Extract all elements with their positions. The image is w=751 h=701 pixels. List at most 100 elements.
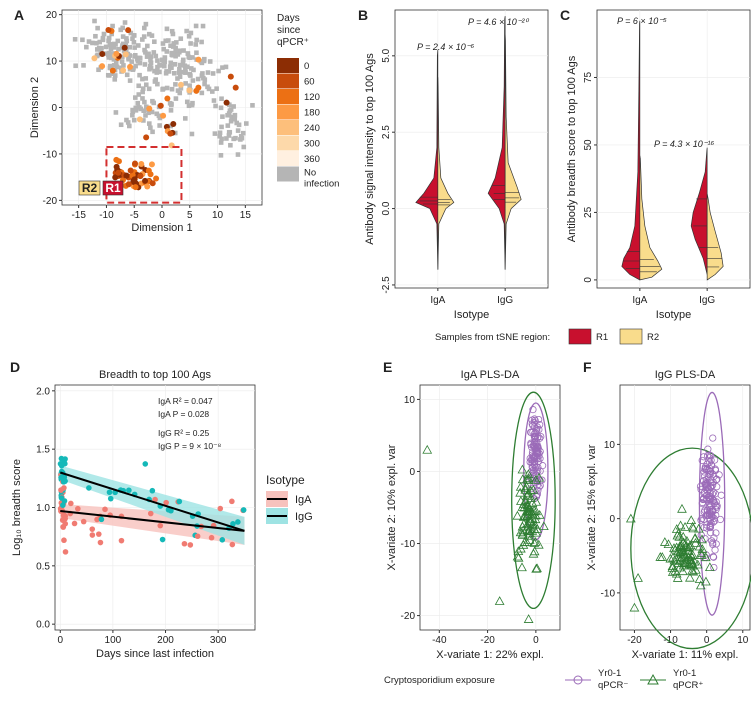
panel-a-ytick-label: 10 (46, 57, 58, 68)
panel-a-point-uninfected (182, 116, 188, 121)
panel-a-point-uninfected (205, 70, 211, 75)
panel-c-xtick-label: IgA (632, 295, 647, 306)
panel-a-point-uninfected (119, 59, 125, 64)
panel-a-point-uninfected (122, 20, 128, 25)
panel-a-point-uninfected (124, 117, 129, 123)
panel-a-point-uninfected (160, 41, 166, 46)
panel-a-r1-label: R1 (105, 181, 121, 195)
panel-a-point-uninfected (227, 129, 233, 135)
panel-f-point-qpcr-pos (697, 534, 707, 544)
panel-d-legend-title: Isotype (266, 473, 305, 487)
panel-d-point-iga (147, 510, 154, 517)
panel-a-point-uninfected (145, 43, 150, 49)
panel-a-point-uninfected (103, 51, 108, 56)
panel-a-point-uninfected (212, 131, 218, 136)
panel-e-ylabel: X-variate 2: 10% expl. var (386, 444, 398, 570)
panel-d-point-iga (95, 531, 102, 537)
panel-letter-F: F (583, 359, 592, 375)
panel-e-point-qpcr-pos (522, 491, 533, 500)
panel-f-point-qpcr-pos (678, 558, 689, 568)
panel-a-point-uninfected (166, 38, 171, 43)
panel-a-point-uninfected (166, 69, 172, 74)
panel-a-r1-badge (102, 180, 124, 196)
panel-a-point-uninfected (200, 71, 205, 76)
panel-e-point-qpcr-pos (521, 537, 532, 547)
panel-a-point-uninfected (177, 66, 182, 72)
panel-d-point-iga (181, 540, 188, 547)
panel-a-point-uninfected (175, 76, 180, 81)
panel-a-point-uninfected (149, 109, 155, 115)
panel-d-point-iga (187, 542, 194, 548)
panel-a-legend-label: 300 (304, 139, 320, 150)
panel-d-point-igg (149, 487, 156, 494)
panel-d-point-iga (71, 520, 78, 527)
panel-a-point-uninfected (168, 43, 173, 49)
panel-b-ytick-label: 2.5 (381, 125, 392, 139)
panel-a-point-uninfected (93, 33, 98, 39)
panel-a-point-uninfected (185, 64, 190, 70)
panel-a-ytick-label: -20 (43, 196, 58, 207)
panel-a-point-uninfected (173, 96, 179, 101)
panel-a-legend-label: 60 (304, 77, 315, 88)
legend-bc-title: Samples from tSNE region: (435, 332, 550, 343)
panel-a-point-uninfected (224, 136, 229, 141)
panel-e-point-qpcr-pos (516, 496, 526, 505)
panel-f-ylabel: X-variate 2: 15% expl. var (586, 444, 598, 570)
panel-a-point-uninfected (219, 96, 224, 102)
panel-a-point-uninfected (140, 76, 145, 82)
panel-f-point-qpcr-pos (694, 574, 705, 583)
panel-a-point-uninfected (228, 107, 234, 112)
panel-a-ytick-label: 0 (51, 103, 57, 114)
panel-a-point-uninfected (129, 59, 135, 64)
panel-a-point-uninfected (157, 123, 162, 128)
panel-d-point-igg (165, 506, 172, 513)
panel-a-point-uninfected (80, 37, 85, 43)
legend-ef-label-neg: Yr0-1 (598, 668, 621, 679)
panel-e-point-qpcr-pos (517, 562, 527, 572)
panel-a-point-uninfected (169, 86, 175, 92)
panel-f-point-qpcr-pos (687, 565, 697, 575)
panel-e-point-qpcr-neg (537, 432, 545, 441)
panel-a-point-infected (122, 51, 129, 58)
panel-a-point-uninfected (175, 88, 181, 93)
panel-e-point-qpcr-pos (530, 474, 541, 484)
panel-a-point-uninfected (170, 44, 176, 49)
panel-e-point-qpcr-pos (523, 614, 534, 623)
panel-e-point-qpcr-pos (515, 487, 526, 497)
panel-a-point-uninfected (109, 53, 115, 58)
panel-a-legend-title: qPCR⁺ (277, 37, 309, 48)
panel-a-point-uninfected (144, 104, 149, 110)
panel-a-point-infected (157, 102, 164, 109)
panel-a-point-uninfected (140, 96, 145, 101)
panel-d-xtick-label: 200 (157, 635, 174, 646)
panel-f-point-qpcr-neg (710, 553, 718, 561)
panel-a-point-infected (127, 167, 134, 174)
panel-a-point-uninfected (115, 38, 121, 44)
panel-a-point-uninfected (118, 27, 124, 33)
panel-a-point-uninfected (201, 58, 207, 64)
panel-a-point-uninfected (92, 18, 97, 24)
panel-a-point-infected (121, 44, 128, 51)
panel-f-point-qpcr-neg (697, 516, 705, 524)
panel-a-point-uninfected (111, 57, 117, 62)
legend-bc-swatch-r2 (619, 328, 643, 345)
panel-f-frame (619, 384, 751, 631)
panel-a-point-uninfected (133, 95, 138, 100)
panel-a-point-infected (193, 87, 200, 94)
panel-a-point-uninfected (155, 81, 160, 87)
panel-a-legend-label: 180 (304, 108, 320, 119)
panel-f-xtick-label: 10 (737, 635, 749, 646)
panel-e-point-qpcr-neg (533, 450, 541, 458)
panel-a-point-uninfected (125, 120, 131, 125)
panel-d-point-iga (194, 533, 201, 540)
panel-d-legend-label-igg: IgG (295, 511, 313, 523)
panel-a-xtick-label: 15 (240, 210, 252, 221)
panel-a-point-infected (149, 180, 156, 187)
panel-d-point-igg (58, 495, 65, 501)
panel-a-point-uninfected (155, 58, 160, 63)
panel-d-point-iga (58, 487, 64, 493)
panel-a-point-infected (125, 27, 132, 34)
panel-d-ytick-label: 1.0 (36, 503, 50, 514)
panel-a-point-infected (99, 50, 106, 57)
